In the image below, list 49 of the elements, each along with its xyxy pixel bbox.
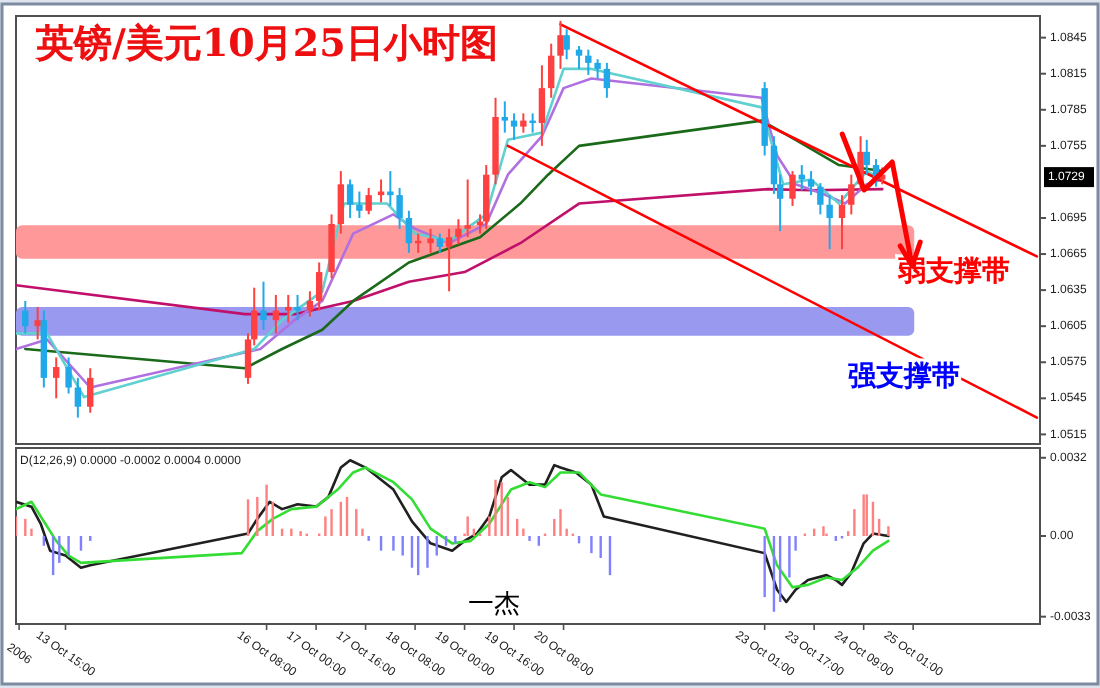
candlestick	[53, 356, 60, 400]
line-series	[16, 187, 884, 316]
candlestick	[436, 232, 444, 254]
candlestick	[356, 190, 363, 219]
candlestick	[22, 299, 29, 335]
candlestick	[34, 305, 41, 341]
candlestick	[863, 138, 870, 176]
candlestick	[405, 209, 413, 254]
candlestick	[529, 112, 536, 134]
chart-title: 英镑/美元10月25日小时图	[34, 22, 498, 66]
candlestick	[445, 227, 453, 293]
candlestick	[427, 227, 434, 254]
candlestick	[365, 186, 372, 216]
candlestick	[838, 194, 846, 251]
candlestick	[74, 376, 82, 419]
candlestick	[538, 64, 546, 147]
candlestick	[294, 293, 301, 322]
candlestick	[87, 367, 94, 414]
candlestick	[455, 218, 462, 246]
candlestick	[817, 182, 824, 216]
candlestick	[260, 280, 267, 331]
candlestick	[807, 170, 815, 197]
candlestick	[575, 45, 583, 70]
candlestick	[337, 170, 345, 235]
candlestick	[520, 112, 527, 134]
candlestick	[848, 173, 855, 216]
candlestick	[396, 186, 403, 230]
candlestick	[563, 28, 570, 61]
candlestick	[387, 170, 394, 207]
candlestick	[548, 42, 555, 99]
candlestick	[826, 194, 833, 251]
candlestick	[501, 100, 508, 134]
candlestick	[306, 290, 314, 318]
candlestick	[798, 164, 805, 192]
candlestick	[285, 293, 292, 324]
candlestick	[464, 178, 471, 239]
candlestick	[483, 164, 490, 230]
annotation: 一杰	[468, 590, 520, 620]
candlestick	[510, 112, 518, 141]
band-label: 强支撑带	[848, 361, 961, 394]
candlestick	[585, 48, 592, 76]
candlestick	[557, 19, 564, 70]
candlestick	[594, 58, 601, 80]
candlestick	[65, 356, 72, 395]
candlestick	[346, 178, 354, 219]
line-series	[16, 466, 890, 589]
candlestick	[789, 170, 796, 207]
candlestick	[315, 261, 323, 312]
candlestick	[603, 61, 611, 99]
